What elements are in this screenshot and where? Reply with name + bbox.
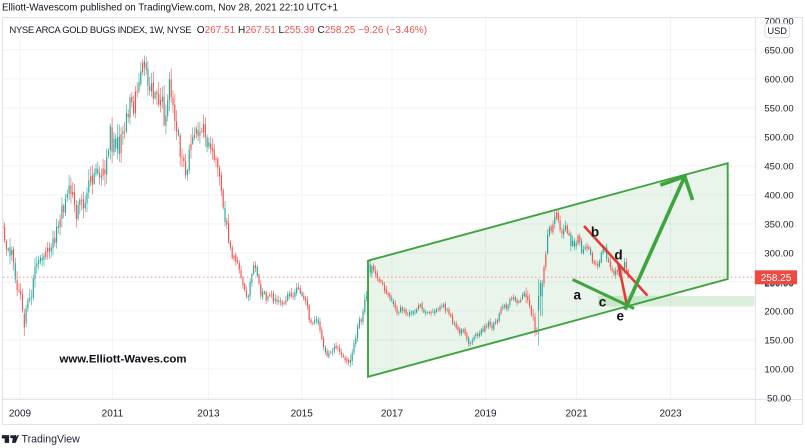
svg-text:2011: 2011	[102, 409, 124, 420]
svg-text:700.00: 700.00	[764, 16, 793, 27]
svg-text:2019: 2019	[474, 409, 497, 420]
svg-text:500.00: 500.00	[764, 132, 793, 143]
svg-text:300.00: 300.00	[764, 248, 793, 259]
svg-text:150.00: 150.00	[764, 335, 793, 346]
svg-text:2023: 2023	[659, 409, 682, 420]
svg-text:a: a	[574, 287, 582, 302]
svg-text:e: e	[617, 309, 625, 324]
svg-text:2017: 2017	[381, 409, 404, 420]
svg-text:450.00: 450.00	[764, 161, 793, 172]
svg-text:2013: 2013	[197, 409, 220, 420]
svg-text:Elliott-Wavescom published on: Elliott-Wavescom published on TradingVie…	[2, 3, 338, 14]
svg-text:2009: 2009	[9, 409, 32, 420]
svg-text:350.00: 350.00	[764, 219, 793, 230]
svg-text:50.00: 50.00	[767, 393, 791, 404]
svg-text:600.00: 600.00	[764, 74, 793, 85]
svg-text:TradingView: TradingView	[22, 434, 81, 446]
svg-text:b: b	[591, 225, 599, 240]
svg-text:400.00: 400.00	[764, 190, 793, 201]
svg-text:c: c	[599, 295, 607, 310]
svg-text:2015: 2015	[291, 409, 314, 420]
svg-text:258.25: 258.25	[761, 273, 792, 284]
svg-text:550.00: 550.00	[764, 103, 793, 114]
svg-text:d: d	[614, 248, 622, 263]
svg-text:NYSE ARCA GOLD BUGS INDEX, 1W,: NYSE ARCA GOLD BUGS INDEX, 1W, NYSE O267…	[10, 24, 428, 36]
svg-text:650.00: 650.00	[764, 45, 793, 56]
svg-text:100.00: 100.00	[764, 364, 793, 375]
svg-text:USD: USD	[767, 26, 787, 36]
svg-text:200.00: 200.00	[764, 306, 793, 317]
svg-text:2021: 2021	[565, 409, 588, 420]
svg-text:www.Elliott-Waves.com: www.Elliott-Waves.com	[59, 354, 187, 366]
